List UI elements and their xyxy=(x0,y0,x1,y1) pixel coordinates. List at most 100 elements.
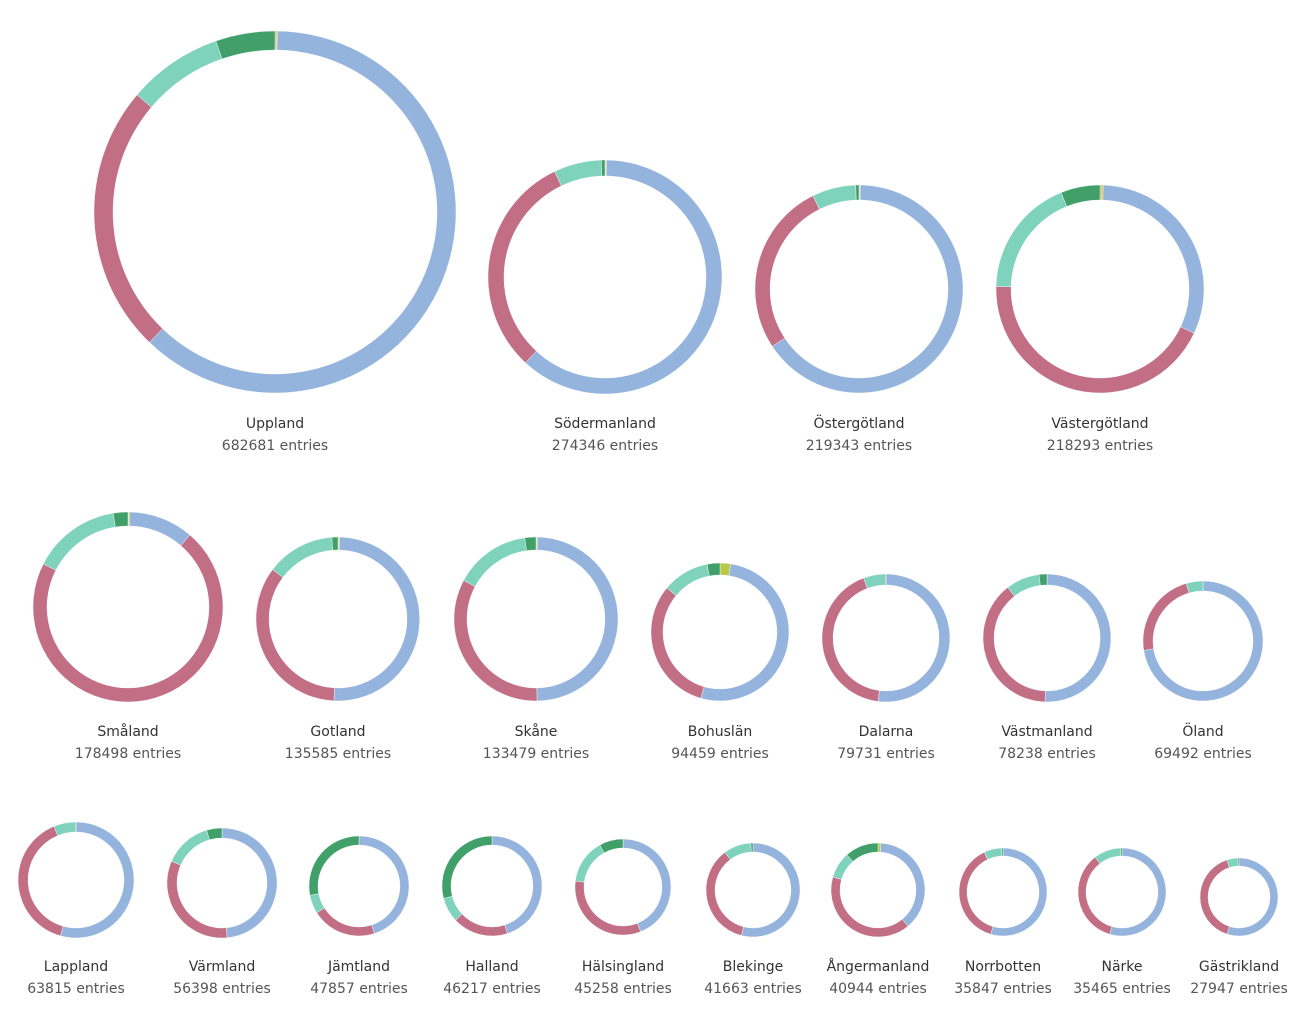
donut-slice-cat4[interactable] xyxy=(599,838,624,854)
donut-slice-cat4[interactable] xyxy=(846,842,879,862)
donut-slice-cat1[interactable] xyxy=(221,827,278,938)
donut-slice-cat2[interactable] xyxy=(1142,583,1190,651)
donut-slice-cat1[interactable] xyxy=(129,511,191,546)
donut-slice-cat4[interactable] xyxy=(206,827,223,841)
donut-slice-cat4[interactable] xyxy=(1237,857,1240,867)
donut-slice-cat1[interactable] xyxy=(877,573,951,703)
donut-varmland[interactable]: Värmland 56398 entries xyxy=(166,827,278,997)
donut-slice-cat1[interactable] xyxy=(1226,857,1279,937)
donut-slice-cat1[interactable] xyxy=(1102,184,1205,334)
donut-slice-cat3[interactable] xyxy=(53,821,76,836)
donut-slice-cat3[interactable] xyxy=(863,573,886,589)
donut-slice-cat2[interactable] xyxy=(17,826,64,937)
donut-slice-cat1[interactable] xyxy=(771,184,964,394)
donut-slice-cat3[interactable] xyxy=(1007,574,1041,597)
donut-slice-cat1[interactable] xyxy=(741,842,801,938)
donut-halsingland[interactable]: Hälsingland 45258 entries xyxy=(574,838,672,997)
donut-slice-cat3[interactable] xyxy=(171,829,210,866)
donut-slice-cat2[interactable] xyxy=(1199,859,1230,935)
donut-slice-cat3[interactable] xyxy=(724,842,752,860)
donut-slice-cat3[interactable] xyxy=(443,895,463,921)
donut-slice-cat4[interactable] xyxy=(331,536,339,551)
donut-slice-cat4[interactable] xyxy=(308,835,360,896)
donut-bohuslan[interactable]: Bohuslän 94459 entries xyxy=(650,562,790,762)
donut-slice-cat2[interactable] xyxy=(754,195,820,347)
donut-slice-cat4[interactable] xyxy=(1038,573,1048,586)
donut-uppland[interactable]: Uppland 682681 entries xyxy=(93,30,457,454)
donut-slice-cat1[interactable] xyxy=(990,847,1048,937)
donut-slice-cat1[interactable] xyxy=(880,842,926,927)
donut-slice-cat4[interactable] xyxy=(750,842,754,853)
donut-slice-cat4[interactable] xyxy=(706,562,721,577)
donut-slice-cat1[interactable] xyxy=(700,563,790,702)
donut-slice-cat3[interactable] xyxy=(43,512,116,571)
donut-slice-cat2[interactable] xyxy=(574,880,641,936)
donut-slice-cat3[interactable] xyxy=(554,159,603,187)
donut-slice-cat3[interactable] xyxy=(995,192,1067,287)
donut-slice-cat4[interactable] xyxy=(215,30,276,60)
donut-dalarna[interactable]: Dalarna 79731 entries xyxy=(821,573,951,762)
donut-slice-cat4[interactable] xyxy=(1120,847,1123,857)
donut-narke[interactable]: Närke 35465 entries xyxy=(1073,847,1171,997)
donut-slice-cat4[interactable] xyxy=(441,835,493,899)
donut-slice-cat1[interactable] xyxy=(525,159,723,395)
donut-slice-cat2[interactable] xyxy=(821,577,880,702)
donut-slice-cat4[interactable] xyxy=(601,159,606,177)
donut-slice-cat3[interactable] xyxy=(1094,847,1122,864)
donut-sodermanland[interactable]: Södermanland 274346 entries xyxy=(487,159,723,454)
donut-skane[interactable]: Skåne 133479 entries xyxy=(453,536,619,762)
donut-slice-cat2[interactable] xyxy=(705,852,744,936)
donut-slice-cat3[interactable] xyxy=(984,847,1003,860)
donut-ostergotland[interactable]: Östergötland 219343 entries xyxy=(754,184,964,454)
donut-gotland[interactable]: Gotland 135585 entries xyxy=(255,536,420,762)
donut-slice-cat3[interactable] xyxy=(463,537,527,587)
donut-slice-cat1[interactable] xyxy=(333,536,420,702)
donut-slice-cat1[interactable] xyxy=(1143,580,1264,702)
donut-slice-cat4[interactable] xyxy=(112,511,129,528)
donut-slice-cat4[interactable] xyxy=(884,573,887,586)
donut-slice-cat1[interactable] xyxy=(60,821,135,939)
donut-halland[interactable]: Halland 46217 entries xyxy=(441,835,543,997)
donut-slice-cat2[interactable] xyxy=(453,580,538,702)
donut-slice-cat1[interactable] xyxy=(358,835,410,934)
donut-oland[interactable]: Öland 69492 entries xyxy=(1142,580,1264,762)
donut-slice-cat1[interactable] xyxy=(622,838,672,932)
donut-slice-cat2[interactable] xyxy=(455,913,508,937)
donut-slice-cat2[interactable] xyxy=(255,569,335,702)
donut-slice-cat1[interactable] xyxy=(149,30,457,394)
donut-slice-cat1[interactable] xyxy=(1109,847,1167,937)
donut-slice-cat4[interactable] xyxy=(75,821,77,833)
donut-slice-cat2[interactable] xyxy=(32,534,224,703)
donut-slice-cat2[interactable] xyxy=(1077,856,1113,935)
donut-slice-cat1[interactable] xyxy=(491,835,543,934)
donut-angermanland[interactable]: Ångermanland 40944 entries xyxy=(827,842,930,997)
donut-slice-cat4[interactable] xyxy=(855,184,860,201)
donut-slice-cat4[interactable] xyxy=(1060,184,1101,207)
donut-slice-cat1[interactable] xyxy=(1044,573,1112,703)
donut-slice-cat3[interactable] xyxy=(812,184,857,210)
donut-slice-cat1[interactable] xyxy=(536,536,619,702)
donut-slice-cat2[interactable] xyxy=(958,851,994,935)
donut-slice-cat2[interactable] xyxy=(995,286,1195,394)
donut-lappland[interactable]: Lappland 63815 entries xyxy=(17,821,135,997)
donut-vastmanland[interactable]: Västmanland 78238 entries xyxy=(982,573,1112,762)
donut-slice-cat2[interactable] xyxy=(830,876,909,938)
donut-blekinge[interactable]: Blekinge 41663 entries xyxy=(704,842,802,997)
donut-slice-cat3[interactable] xyxy=(666,563,710,596)
donut-jamtland[interactable]: Jämtland 47857 entries xyxy=(308,835,410,997)
donut-slice-cat3[interactable] xyxy=(575,844,605,883)
donut-slice-cat3[interactable] xyxy=(832,854,854,880)
donut-slice-cat2[interactable] xyxy=(166,860,228,939)
donut-slice-cat4[interactable] xyxy=(1001,847,1004,857)
donut-norrbotten[interactable]: Norrbotten 35847 entries xyxy=(954,847,1052,997)
donut-slice-cat2[interactable] xyxy=(650,587,705,699)
donut-vastergotland[interactable]: Västergötland 218293 entries xyxy=(995,184,1205,454)
donut-slice-cat2[interactable] xyxy=(982,587,1046,703)
donut-slice-cat3[interactable] xyxy=(136,40,223,108)
donut-slice-cat2[interactable] xyxy=(487,171,562,364)
donut-smaland[interactable]: Småland 178498 entries xyxy=(32,511,224,762)
donut-slice-cat4[interactable] xyxy=(524,536,537,551)
donut-gastrikland[interactable]: Gästrikland 27947 entries xyxy=(1190,857,1288,997)
donut-slice-cat3[interactable] xyxy=(1186,580,1204,594)
donut-slice-cat2[interactable] xyxy=(93,94,163,343)
